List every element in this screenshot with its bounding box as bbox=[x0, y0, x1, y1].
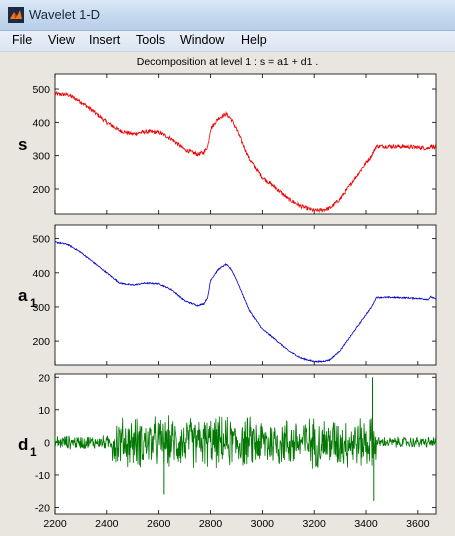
ytick-label: 0 bbox=[44, 437, 50, 449]
ytick-label: 500 bbox=[32, 84, 50, 96]
plot-a1-axes bbox=[54, 224, 437, 366]
xtick-label: 2800 bbox=[199, 518, 223, 530]
ytick-label: 400 bbox=[32, 268, 50, 280]
menu-bar: File View Insert Tools Window Help bbox=[0, 31, 455, 52]
ylabel-d1-subscript: 1 bbox=[30, 445, 37, 459]
xtick-label: 3600 bbox=[406, 518, 430, 530]
xtick-label: 2400 bbox=[95, 518, 119, 530]
plot-s-axes bbox=[54, 73, 437, 215]
series-s-line bbox=[54, 90, 437, 214]
ytick-label: 200 bbox=[32, 184, 50, 196]
ytick-label: 10 bbox=[38, 405, 50, 417]
ylabel-s: s bbox=[18, 135, 27, 154]
menu-tools[interactable]: Tools bbox=[136, 33, 166, 47]
xtick-label: 2600 bbox=[147, 518, 171, 530]
menu-insert[interactable]: Insert bbox=[89, 33, 121, 47]
window-title: Wavelet 1-D bbox=[29, 7, 101, 22]
ytick-label: 200 bbox=[32, 336, 50, 348]
ylabel-d1: d bbox=[18, 435, 28, 454]
menu-window[interactable]: Window bbox=[180, 33, 225, 47]
ytick-label: 20 bbox=[38, 372, 50, 384]
ytick-label: -20 bbox=[35, 502, 50, 514]
ytick-label: -10 bbox=[35, 470, 50, 482]
series-a1-line bbox=[54, 241, 437, 363]
figure-title: Decomposition at level 1 : s = a1 + d1 . bbox=[136, 56, 319, 68]
menu-help[interactable]: Help bbox=[241, 33, 267, 47]
xtick-label: 3400 bbox=[354, 518, 378, 530]
ytick-label: 500 bbox=[32, 234, 50, 246]
ytick-label: 300 bbox=[32, 302, 50, 314]
xtick-label: 3200 bbox=[303, 518, 327, 530]
ylabel-a1: a bbox=[18, 286, 28, 305]
matlab-logo-icon bbox=[8, 7, 24, 23]
xtick-label: 2200 bbox=[43, 518, 67, 530]
figure-area: Decomposition at level 1 : s = a1 + d1 .… bbox=[0, 52, 455, 536]
ylabel-a1-subscript: 1 bbox=[30, 296, 37, 310]
xtick-label: 3000 bbox=[251, 518, 275, 530]
ytick-label: 300 bbox=[32, 151, 50, 163]
title-bar[interactable]: Wavelet 1-D bbox=[0, 0, 455, 31]
menu-view[interactable]: View bbox=[48, 33, 75, 47]
menu-file[interactable]: File bbox=[12, 33, 33, 47]
ytick-label: 400 bbox=[32, 117, 50, 129]
